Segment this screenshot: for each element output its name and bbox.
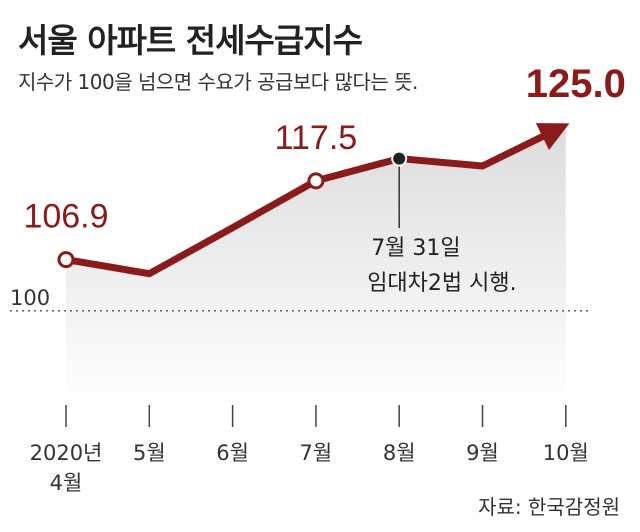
area-fill <box>66 125 566 406</box>
x-tick-label-line: 10월 <box>543 441 589 465</box>
x-tick-label: 9월 <box>466 441 499 465</box>
chart-title: 서울 아파트 전세수급지수 <box>18 21 363 60</box>
chart-subtitle: 지수가 100을 넘으면 수요가 공급보다 많다는 뜻. <box>18 70 418 94</box>
x-tick-label-line: 8월 <box>383 441 416 465</box>
data-label: 125.0 <box>526 62 626 106</box>
annotation-point-marker <box>391 150 408 167</box>
x-tick-label-line: 9월 <box>466 441 499 465</box>
source-note: 자료: 한국감정원 <box>478 495 620 519</box>
arrow-head <box>535 123 570 151</box>
data-point-marker <box>57 251 75 269</box>
x-tick-label-line: 2020년 <box>30 441 103 465</box>
annotation-line: 임대차2법 시행. <box>367 271 516 296</box>
x-tick-label: 2020년 4월 <box>30 441 103 495</box>
x-tick-label: 6월 <box>216 441 249 465</box>
x-tick-label-line: 6월 <box>216 441 249 465</box>
y-tick-label: 100 <box>10 286 50 310</box>
data-point-marker <box>307 172 325 190</box>
data-label: 117.5 <box>275 119 358 157</box>
x-tick-label: 10월 <box>543 441 589 465</box>
data-label: 106.9 <box>23 198 108 236</box>
x-tick-label-line: 4월 <box>50 471 83 495</box>
x-tick-label-line: 7월 <box>300 441 333 465</box>
annotation-line: 7월 31일 <box>371 236 460 261</box>
x-tick-label: 5월 <box>133 441 166 465</box>
x-tick-label-line: 5월 <box>133 441 166 465</box>
x-tick-label: 8월 <box>383 441 416 465</box>
x-tick-label: 7월 <box>300 441 333 465</box>
